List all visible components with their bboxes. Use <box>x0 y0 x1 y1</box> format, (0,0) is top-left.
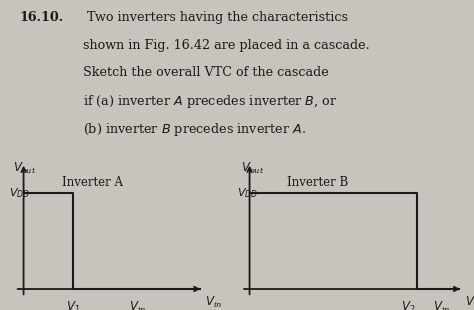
Text: Inverter B: Inverter B <box>287 176 348 188</box>
Text: (b) inverter $B$ precedes inverter $A$.: (b) inverter $B$ precedes inverter $A$. <box>83 121 306 138</box>
Text: $V_{DD}$: $V_{DD}$ <box>237 186 258 200</box>
Text: 16.10.: 16.10. <box>19 11 63 24</box>
Text: $V_\mathregular{in}$: $V_\mathregular{in}$ <box>129 299 147 310</box>
Text: Sketch the overall VTC of the cascade: Sketch the overall VTC of the cascade <box>83 66 328 79</box>
Text: $V_\mathregular{out}$: $V_\mathregular{out}$ <box>13 161 36 175</box>
Text: shown in Fig. 16.42 are placed in a cascade.: shown in Fig. 16.42 are placed in a casc… <box>83 39 370 52</box>
Text: $V_\mathregular{out}$: $V_\mathregular{out}$ <box>241 161 265 175</box>
Text: if (a) inverter $A$ precedes inverter $B$, or: if (a) inverter $A$ precedes inverter $B… <box>83 94 337 110</box>
Text: $V_\mathregular{in}$: $V_\mathregular{in}$ <box>465 295 474 310</box>
Text: $V_{DD}$: $V_{DD}$ <box>9 186 31 200</box>
Text: Two inverters having the characteristics: Two inverters having the characteristics <box>83 11 348 24</box>
Text: Inverter A: Inverter A <box>63 176 123 188</box>
Text: $V_2$: $V_2$ <box>401 299 416 310</box>
Text: $V_\mathregular{in}$: $V_\mathregular{in}$ <box>433 299 451 310</box>
Text: $V_\mathregular{in}$: $V_\mathregular{in}$ <box>205 295 222 310</box>
Text: $V_1$: $V_1$ <box>65 299 80 310</box>
